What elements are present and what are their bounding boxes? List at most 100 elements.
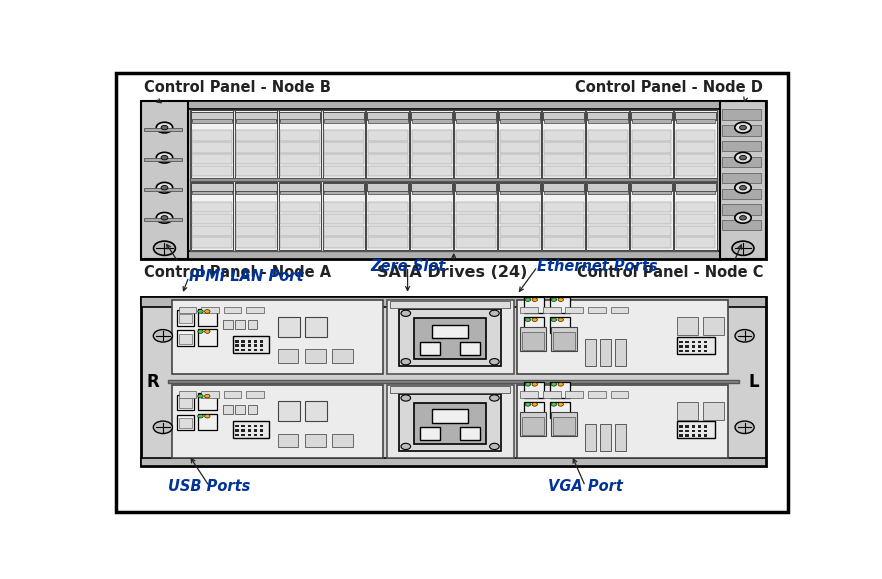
Bar [178, 391, 197, 398]
Bar [224, 306, 242, 313]
Bar [454, 182, 497, 250]
Bar [367, 182, 409, 250]
Bar [242, 424, 245, 427]
Bar [549, 382, 571, 398]
Circle shape [198, 415, 203, 418]
Bar [324, 119, 363, 123]
Bar [224, 391, 242, 398]
Bar [236, 166, 276, 176]
Bar [499, 112, 541, 120]
Bar [192, 190, 232, 194]
Bar [676, 166, 715, 176]
Bar [141, 101, 766, 259]
Bar [704, 430, 707, 433]
Bar [324, 202, 363, 212]
Bar [543, 306, 561, 313]
Bar [278, 349, 298, 362]
Circle shape [401, 395, 411, 401]
Bar [248, 345, 251, 347]
Bar [254, 345, 258, 347]
Circle shape [735, 122, 751, 133]
Bar [192, 214, 232, 224]
Bar [722, 204, 761, 215]
Bar [278, 317, 300, 337]
Bar [685, 350, 689, 352]
Bar [177, 310, 194, 326]
Bar [722, 173, 761, 183]
Bar [587, 190, 627, 194]
Bar [144, 127, 183, 131]
Bar [280, 226, 320, 236]
Bar [323, 110, 365, 178]
Bar [280, 142, 320, 153]
Bar [144, 188, 183, 191]
Bar [141, 458, 766, 466]
Bar [698, 345, 701, 348]
Text: Ethernet Ports: Ethernet Ports [537, 259, 658, 274]
Bar [456, 142, 496, 153]
Bar [280, 166, 320, 176]
Circle shape [558, 383, 564, 386]
Bar [144, 218, 183, 221]
Bar [280, 214, 320, 224]
Circle shape [156, 182, 173, 193]
Bar [679, 350, 683, 352]
Bar [586, 424, 596, 451]
Bar [455, 112, 497, 120]
Bar [279, 110, 321, 178]
Bar [235, 349, 239, 351]
Bar [543, 112, 584, 120]
Bar [587, 226, 627, 236]
Bar [399, 309, 501, 366]
Bar [420, 342, 440, 355]
Bar [368, 154, 407, 164]
Bar [192, 202, 232, 212]
Circle shape [401, 310, 411, 316]
Bar [324, 214, 363, 224]
Circle shape [153, 329, 173, 342]
Circle shape [558, 318, 564, 321]
Bar [679, 345, 683, 348]
Bar [543, 226, 584, 236]
Bar [235, 434, 239, 436]
Circle shape [532, 383, 537, 386]
Bar [248, 424, 251, 427]
Bar [248, 321, 258, 329]
Circle shape [551, 318, 557, 321]
Bar [305, 317, 327, 337]
Circle shape [401, 358, 411, 365]
Bar [676, 226, 715, 236]
Bar [543, 214, 584, 224]
Bar [703, 402, 723, 420]
Bar [632, 166, 671, 176]
Circle shape [558, 298, 564, 302]
Bar [415, 402, 486, 444]
Bar [456, 119, 496, 123]
Bar [500, 237, 540, 248]
Bar [551, 412, 577, 436]
Bar [254, 424, 258, 427]
Bar [172, 384, 384, 458]
Bar [587, 184, 628, 192]
Bar [178, 306, 197, 313]
Bar [542, 182, 585, 250]
Bar [704, 350, 707, 352]
Bar [565, 306, 583, 313]
Bar [172, 300, 384, 373]
Bar [500, 119, 540, 123]
Bar [679, 426, 683, 428]
Bar [698, 340, 701, 343]
Bar [498, 182, 541, 250]
Bar [191, 182, 233, 250]
Circle shape [153, 241, 176, 255]
Bar [141, 101, 188, 259]
Bar [679, 434, 683, 437]
Bar [412, 226, 452, 236]
Bar [242, 340, 245, 343]
Bar [198, 413, 217, 431]
Bar [412, 190, 452, 194]
Circle shape [205, 415, 210, 418]
Bar [192, 237, 232, 248]
Bar [323, 112, 364, 120]
Circle shape [490, 310, 499, 316]
